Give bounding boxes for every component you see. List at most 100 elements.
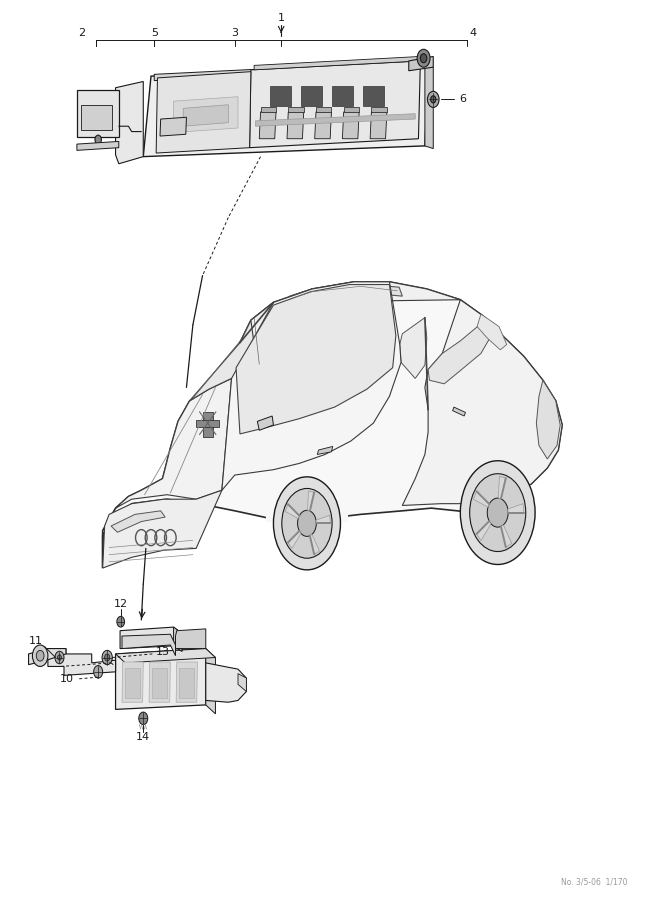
Polygon shape (266, 515, 348, 522)
Circle shape (117, 616, 125, 627)
Polygon shape (307, 491, 314, 511)
Polygon shape (254, 57, 421, 70)
Text: 4: 4 (470, 28, 477, 38)
Text: 1: 1 (278, 13, 285, 23)
Polygon shape (116, 82, 143, 164)
Circle shape (298, 510, 317, 536)
Text: 13: 13 (155, 647, 170, 657)
Polygon shape (425, 61, 434, 148)
Polygon shape (111, 511, 165, 532)
Text: 14: 14 (136, 732, 150, 742)
Polygon shape (154, 61, 425, 81)
Circle shape (470, 473, 526, 552)
Text: 11: 11 (29, 636, 44, 646)
Circle shape (282, 489, 332, 558)
Polygon shape (251, 282, 460, 368)
Polygon shape (122, 634, 176, 656)
Polygon shape (179, 668, 194, 698)
Polygon shape (536, 380, 560, 459)
Polygon shape (402, 300, 562, 506)
Polygon shape (315, 112, 332, 139)
Polygon shape (477, 314, 507, 350)
Text: 2: 2 (78, 28, 85, 38)
Polygon shape (160, 117, 187, 136)
Circle shape (431, 95, 436, 103)
Circle shape (421, 54, 427, 63)
Polygon shape (316, 106, 332, 112)
Circle shape (488, 498, 508, 527)
Polygon shape (236, 284, 396, 434)
Polygon shape (29, 649, 66, 665)
Polygon shape (316, 516, 330, 523)
Circle shape (428, 91, 439, 107)
Circle shape (274, 477, 341, 570)
Polygon shape (261, 106, 276, 112)
Text: No. 3/5-06  1/170: No. 3/5-06 1/170 (562, 878, 628, 886)
Polygon shape (255, 113, 415, 126)
Polygon shape (203, 412, 213, 436)
Polygon shape (288, 531, 301, 548)
Text: 3: 3 (231, 28, 239, 38)
Polygon shape (289, 284, 402, 298)
Polygon shape (48, 649, 116, 675)
Polygon shape (149, 662, 170, 702)
Polygon shape (116, 649, 215, 663)
Polygon shape (206, 649, 215, 714)
Polygon shape (122, 662, 143, 702)
Polygon shape (287, 112, 304, 139)
Polygon shape (176, 629, 206, 649)
Polygon shape (120, 627, 182, 652)
Circle shape (32, 645, 48, 667)
Circle shape (138, 712, 148, 724)
Circle shape (58, 655, 61, 661)
Polygon shape (344, 106, 359, 112)
Polygon shape (183, 104, 228, 126)
Polygon shape (499, 476, 506, 499)
Polygon shape (370, 112, 387, 139)
Polygon shape (259, 112, 276, 139)
Polygon shape (156, 72, 251, 153)
Polygon shape (476, 521, 491, 541)
Text: 6: 6 (459, 94, 466, 104)
Polygon shape (270, 86, 291, 105)
Bar (81, 104, 112, 130)
Polygon shape (116, 378, 231, 508)
Polygon shape (409, 57, 434, 71)
Polygon shape (190, 302, 274, 400)
Polygon shape (317, 446, 333, 454)
Polygon shape (125, 668, 140, 698)
Polygon shape (473, 491, 489, 508)
Polygon shape (116, 649, 206, 709)
Text: 12: 12 (114, 598, 128, 608)
Polygon shape (77, 141, 119, 150)
Polygon shape (285, 504, 300, 518)
Polygon shape (174, 627, 182, 652)
Polygon shape (238, 673, 246, 691)
Circle shape (55, 652, 64, 664)
Polygon shape (250, 61, 421, 148)
Polygon shape (143, 63, 428, 157)
Polygon shape (206, 663, 246, 702)
Polygon shape (176, 662, 198, 702)
Text: 5: 5 (151, 28, 158, 38)
Polygon shape (257, 416, 274, 430)
Circle shape (95, 135, 101, 144)
Polygon shape (310, 535, 320, 554)
Polygon shape (174, 96, 238, 132)
Polygon shape (196, 419, 219, 427)
Polygon shape (343, 112, 359, 139)
Polygon shape (288, 106, 304, 112)
Circle shape (102, 651, 112, 665)
Polygon shape (501, 525, 512, 547)
Circle shape (460, 461, 535, 564)
Polygon shape (400, 318, 427, 378)
Polygon shape (363, 86, 384, 105)
Text: 10: 10 (60, 674, 74, 684)
Circle shape (417, 50, 430, 68)
Polygon shape (301, 86, 322, 105)
Circle shape (36, 651, 44, 661)
Polygon shape (103, 282, 562, 568)
Polygon shape (508, 504, 524, 513)
Polygon shape (428, 325, 491, 383)
Polygon shape (103, 491, 222, 568)
